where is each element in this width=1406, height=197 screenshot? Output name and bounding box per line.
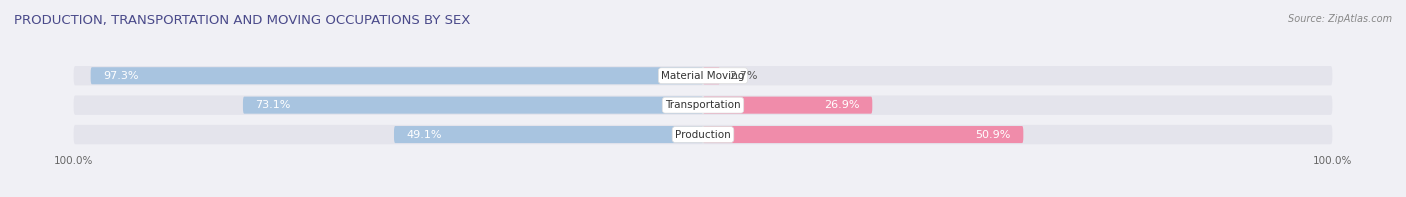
Text: Source: ZipAtlas.com: Source: ZipAtlas.com xyxy=(1288,14,1392,24)
FancyBboxPatch shape xyxy=(703,67,720,84)
FancyBboxPatch shape xyxy=(394,126,703,143)
Text: Transportation: Transportation xyxy=(665,100,741,110)
FancyBboxPatch shape xyxy=(703,126,1024,143)
FancyBboxPatch shape xyxy=(90,67,703,84)
Text: Production: Production xyxy=(675,130,731,139)
Text: 97.3%: 97.3% xyxy=(103,71,139,81)
Text: 26.9%: 26.9% xyxy=(824,100,859,110)
FancyBboxPatch shape xyxy=(243,97,703,114)
Text: 2.7%: 2.7% xyxy=(730,71,758,81)
Text: 50.9%: 50.9% xyxy=(976,130,1011,139)
Text: PRODUCTION, TRANSPORTATION AND MOVING OCCUPATIONS BY SEX: PRODUCTION, TRANSPORTATION AND MOVING OC… xyxy=(14,14,471,27)
Text: 73.1%: 73.1% xyxy=(256,100,291,110)
FancyBboxPatch shape xyxy=(73,95,1333,115)
FancyBboxPatch shape xyxy=(73,125,1333,144)
FancyBboxPatch shape xyxy=(73,66,1333,85)
Text: 49.1%: 49.1% xyxy=(406,130,441,139)
Text: Material Moving: Material Moving xyxy=(661,71,745,81)
FancyBboxPatch shape xyxy=(703,97,872,114)
